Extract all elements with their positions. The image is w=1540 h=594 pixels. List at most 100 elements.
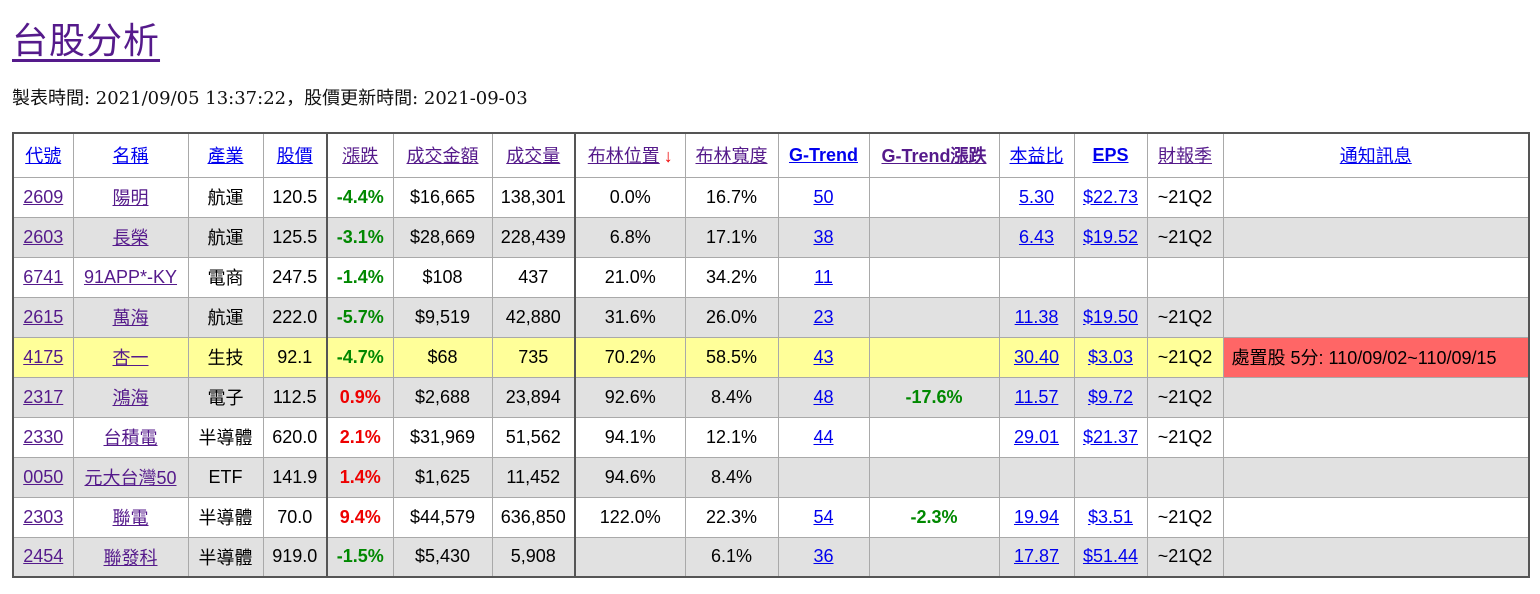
cell-name[interactable]: 元大台灣50: [73, 457, 189, 498]
header-change[interactable]: 漲跌: [327, 133, 394, 178]
gtrend-link[interactable]: 50: [813, 186, 834, 207]
cell-code[interactable]: 2609: [13, 177, 74, 218]
eps-link[interactable]: $51.44: [1082, 546, 1139, 567]
code-link[interactable]: 2303: [23, 506, 64, 527]
gtrend-link[interactable]: 11: [814, 266, 833, 287]
header-boll-position[interactable]: 布林位置 ↓: [575, 133, 686, 178]
cell-pe[interactable]: [999, 257, 1075, 298]
pe-link[interactable]: 17.87: [1013, 546, 1060, 567]
cell-eps[interactable]: $21.37: [1074, 417, 1148, 458]
cell-pe[interactable]: 5.30: [999, 177, 1075, 218]
cell-pe[interactable]: 11.57: [999, 377, 1075, 418]
cell-name[interactable]: 聯電: [73, 497, 189, 538]
pe-link[interactable]: 11.57: [1014, 386, 1059, 407]
header-season[interactable]: 財報季: [1147, 133, 1224, 178]
code-link[interactable]: 2330: [23, 426, 64, 447]
cell-code[interactable]: 2603: [13, 217, 74, 258]
cell-code[interactable]: 6741: [13, 257, 74, 298]
sort-volume-link[interactable]: 成交量: [506, 146, 561, 167]
cell-name[interactable]: 萬海: [73, 297, 189, 338]
gtrend-link[interactable]: 54: [813, 506, 834, 527]
cell-code[interactable]: 2615: [13, 297, 74, 338]
code-link[interactable]: 2615: [23, 306, 64, 327]
sort-gtrend-link[interactable]: G-Trend: [788, 144, 858, 165]
cell-name[interactable]: 鴻海: [73, 377, 189, 418]
sort-gtrend-change-link[interactable]: G-Trend漲跌: [881, 146, 987, 167]
cell-name[interactable]: 台積電: [73, 417, 189, 458]
header-pe[interactable]: 本益比: [999, 133, 1075, 178]
eps-link[interactable]: $22.73: [1082, 186, 1139, 207]
cell-name[interactable]: 聯發科: [73, 537, 189, 578]
cell-gtrend[interactable]: [778, 457, 870, 498]
code-link[interactable]: 2454: [23, 546, 64, 567]
cell-name[interactable]: 杏一: [73, 337, 189, 378]
cell-gtrend[interactable]: 43: [778, 337, 870, 378]
page-title[interactable]: 台股分析: [12, 21, 161, 62]
sort-boll-width-link[interactable]: 布林寬度: [695, 146, 768, 167]
name-link[interactable]: 長榮: [112, 228, 149, 248]
cell-eps[interactable]: [1074, 457, 1148, 498]
gtrend-link[interactable]: 44: [813, 426, 834, 447]
header-boll-width[interactable]: 布林寬度: [685, 133, 779, 178]
cell-code[interactable]: 0050: [13, 457, 74, 498]
name-link[interactable]: 陽明: [112, 188, 149, 208]
cell-gtrend[interactable]: 11: [778, 257, 870, 298]
name-link[interactable]: 台積電: [103, 428, 158, 448]
header-gtrend[interactable]: G-Trend: [778, 133, 870, 178]
cell-pe[interactable]: 17.87: [999, 537, 1075, 578]
sort-amount-link[interactable]: 成交金額: [406, 146, 479, 167]
header-volume[interactable]: 成交量: [492, 133, 576, 178]
cell-gtrend[interactable]: 38: [778, 217, 870, 258]
name-link[interactable]: 杏一: [112, 348, 149, 368]
cell-gtrend[interactable]: 48: [778, 377, 870, 418]
cell-eps[interactable]: $3.03: [1074, 337, 1148, 378]
sort-eps-link[interactable]: EPS: [1092, 144, 1129, 165]
eps-link[interactable]: $21.37: [1082, 426, 1139, 447]
code-link[interactable]: 2317: [23, 386, 64, 407]
sort-name-link[interactable]: 名稱: [112, 146, 149, 167]
header-name[interactable]: 名稱: [73, 133, 189, 178]
cell-name[interactable]: 長榮: [73, 217, 189, 258]
cell-name[interactable]: 91APP*-KY: [73, 257, 189, 298]
header-price[interactable]: 股價: [263, 133, 328, 178]
eps-link[interactable]: $19.52: [1082, 226, 1139, 247]
name-link[interactable]: 聯發科: [103, 547, 158, 568]
cell-pe[interactable]: [999, 457, 1075, 498]
pe-link[interactable]: 30.40: [1013, 346, 1060, 367]
cell-code[interactable]: 2317: [13, 377, 74, 418]
cell-pe[interactable]: 6.43: [999, 217, 1075, 258]
header-notice[interactable]: 通知訊息: [1223, 133, 1530, 178]
cell-code[interactable]: 2454: [13, 537, 74, 578]
sort-change-link[interactable]: 漲跌: [342, 146, 379, 167]
name-link[interactable]: 元大台灣50: [84, 468, 177, 488]
gtrend-link[interactable]: 36: [813, 546, 834, 567]
cell-eps[interactable]: $9.72: [1074, 377, 1148, 418]
cell-pe[interactable]: 29.01: [999, 417, 1075, 458]
cell-eps[interactable]: $3.51: [1074, 497, 1148, 538]
cell-eps[interactable]: $22.73: [1074, 177, 1148, 218]
pe-link[interactable]: 29.01: [1013, 426, 1060, 447]
cell-gtrend[interactable]: 44: [778, 417, 870, 458]
header-eps[interactable]: EPS: [1074, 133, 1148, 178]
eps-link[interactable]: $3.03: [1087, 346, 1134, 367]
code-link[interactable]: 2603: [23, 226, 64, 247]
sort-pe-link[interactable]: 本益比: [1009, 146, 1064, 167]
cell-eps[interactable]: $51.44: [1074, 537, 1148, 578]
cell-code[interactable]: 2303: [13, 497, 74, 538]
header-industry[interactable]: 產業: [188, 133, 264, 178]
cell-code[interactable]: 2330: [13, 417, 74, 458]
header-gtrend-change[interactable]: G-Trend漲跌: [869, 133, 1000, 178]
cell-gtrend[interactable]: 23: [778, 297, 870, 338]
cell-eps[interactable]: $19.50: [1074, 297, 1148, 338]
code-link[interactable]: 4175: [23, 346, 64, 367]
code-link[interactable]: 2609: [23, 186, 64, 207]
sort-price-link[interactable]: 股價: [276, 146, 313, 167]
name-link[interactable]: 91APP*-KY: [83, 266, 178, 287]
cell-name[interactable]: 陽明: [73, 177, 189, 218]
eps-link[interactable]: $9.72: [1087, 386, 1134, 407]
sort-notice-link[interactable]: 通知訊息: [1339, 146, 1412, 167]
pe-link[interactable]: 6.43: [1018, 226, 1055, 247]
code-link[interactable]: 6741: [23, 266, 64, 287]
cell-gtrend[interactable]: 36: [778, 537, 870, 578]
cell-pe[interactable]: 30.40: [999, 337, 1075, 378]
